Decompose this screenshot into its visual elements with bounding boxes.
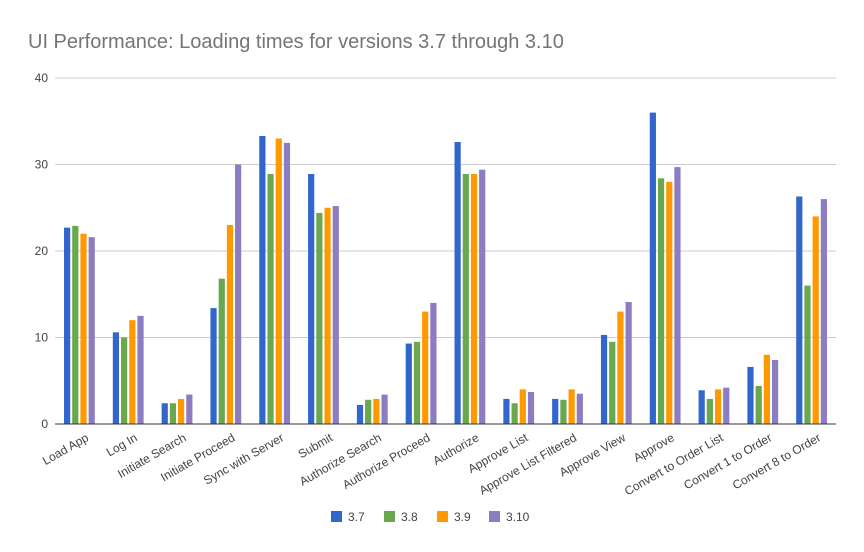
- bar: [275, 138, 282, 425]
- bar: [129, 320, 136, 424]
- legend-label: 3.7: [348, 510, 365, 524]
- bar: [80, 233, 87, 424]
- bar: [356, 404, 364, 424]
- bar: [609, 341, 616, 424]
- bar: [723, 387, 730, 424]
- bar: [235, 164, 242, 424]
- bar: [381, 394, 388, 424]
- bar: [121, 337, 128, 424]
- x-category-label: Log In: [104, 430, 140, 459]
- bar: [169, 403, 177, 424]
- bar: [804, 285, 811, 424]
- bar: [617, 311, 624, 424]
- y-tick-label: 0: [41, 417, 48, 431]
- y-axis-ticks: 0 10 20 30 40: [35, 71, 49, 431]
- chart-title: UI Performance: Loading times for versio…: [28, 31, 564, 53]
- legend-swatch: [437, 511, 448, 522]
- bar: [64, 227, 71, 424]
- bar: [503, 398, 510, 424]
- bar: [771, 359, 779, 424]
- x-category-label: Convert 8 to Order: [730, 430, 823, 492]
- y-tick-label: 40: [35, 71, 49, 85]
- bar: [820, 199, 827, 424]
- bar: [430, 302, 437, 424]
- bar: [316, 212, 323, 424]
- bar: [479, 169, 486, 424]
- legend-label: 3.8: [401, 510, 418, 524]
- bar: [88, 237, 95, 424]
- bar: [666, 181, 673, 424]
- bar: [267, 174, 274, 424]
- bar: [747, 366, 754, 424]
- bar: [649, 112, 656, 424]
- legend: 3.7 3.8 3.9 3.10: [331, 510, 530, 524]
- bar: [755, 385, 762, 424]
- bar: [161, 403, 168, 424]
- bar: [796, 196, 803, 424]
- bars: [64, 112, 827, 425]
- x-category-label: Convert 1 to Order: [681, 430, 774, 492]
- bar: [308, 174, 315, 424]
- bar: [568, 389, 575, 424]
- bar: [259, 135, 266, 424]
- gridlines: [55, 77, 836, 338]
- legend-swatch: [331, 511, 342, 522]
- bar: [462, 174, 469, 424]
- bar: [454, 142, 461, 424]
- legend-label: 3.10: [506, 510, 530, 524]
- bar: [763, 354, 770, 424]
- bar: [324, 207, 331, 424]
- bar: [470, 174, 478, 424]
- bar: [560, 399, 567, 424]
- x-category-label: Load App: [40, 430, 91, 468]
- bar: [365, 399, 372, 424]
- bar: [186, 394, 193, 424]
- bar: [552, 398, 559, 424]
- bar: [812, 216, 819, 424]
- y-tick-label: 20: [35, 244, 49, 258]
- bar: [405, 343, 412, 424]
- y-tick-label: 30: [35, 158, 49, 172]
- bar: [178, 398, 185, 424]
- bar: [413, 341, 421, 424]
- bar: [218, 278, 225, 424]
- bar: [422, 311, 429, 424]
- x-category-label: Authorize Proceed: [340, 430, 433, 491]
- bar: [373, 398, 380, 424]
- bar: [657, 178, 665, 424]
- bar: [674, 167, 681, 424]
- bar: [625, 302, 632, 424]
- legend-swatch: [384, 511, 395, 522]
- bar: [600, 334, 608, 424]
- bar: [698, 390, 705, 424]
- bar: [210, 308, 217, 424]
- bar: [706, 398, 713, 424]
- bar: [714, 389, 722, 424]
- bar: [226, 225, 234, 424]
- bar: [283, 142, 291, 425]
- bar: [511, 403, 518, 424]
- bar: [576, 393, 583, 424]
- bar: [527, 392, 535, 424]
- bar: [332, 206, 339, 424]
- legend-swatch: [489, 511, 500, 522]
- bar: [519, 389, 526, 424]
- bar: [72, 225, 79, 424]
- bar: [137, 315, 144, 425]
- y-tick-label: 10: [35, 331, 49, 345]
- bar: [112, 332, 120, 424]
- legend-label: 3.9: [454, 510, 471, 524]
